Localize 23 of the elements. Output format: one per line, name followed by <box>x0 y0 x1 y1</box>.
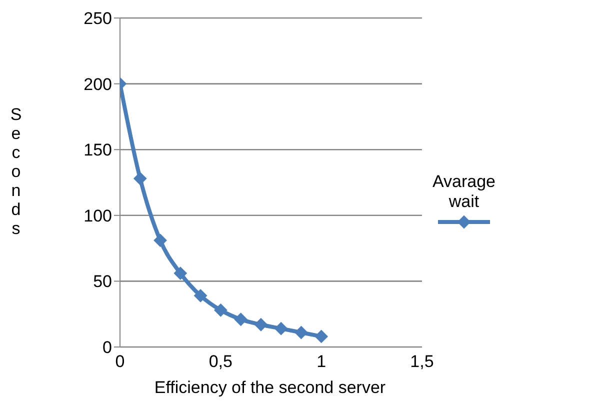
point <box>154 234 167 247</box>
point <box>194 289 208 302</box>
y-axis-title: Seconds <box>10 105 22 238</box>
x-axis-title: Efficiency of the second server <box>153 378 387 398</box>
point <box>254 318 268 332</box>
y-tick-label: 150 <box>84 140 112 160</box>
y-tick-label: 50 <box>93 272 112 292</box>
y-tick-label: 200 <box>84 74 112 94</box>
x-tick-label: 0,5 <box>208 352 232 372</box>
x-tick-label: 0 <box>115 352 125 372</box>
y-tick-label: 250 <box>84 9 112 28</box>
point <box>174 266 187 280</box>
y-tick-label: 100 <box>84 206 112 226</box>
x-tick-label: 1,5 <box>410 352 434 372</box>
point <box>234 312 248 326</box>
point <box>134 172 147 186</box>
point <box>274 322 288 336</box>
text: Avarage wait <box>431 172 496 212</box>
y-tick-label: 0 <box>102 338 112 358</box>
point <box>314 330 328 343</box>
x-tick-label: 1 <box>316 352 326 372</box>
point <box>214 304 228 317</box>
point <box>294 326 308 340</box>
